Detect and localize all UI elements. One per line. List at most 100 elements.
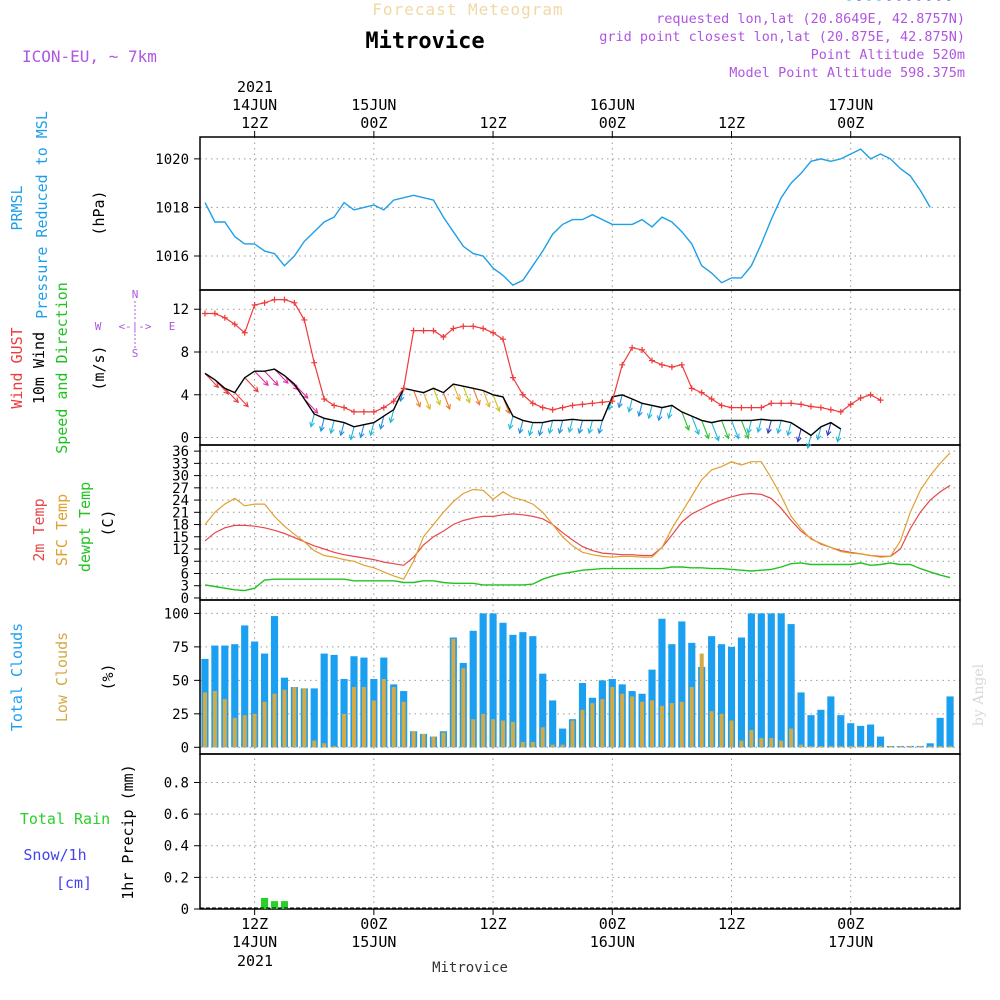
wind-arrow: [264, 370, 279, 386]
gust-marker: [539, 404, 546, 411]
gust-marker: [827, 406, 834, 413]
y-tick-label: 8: [181, 345, 189, 361]
total-cloud-bar: [737, 637, 746, 748]
low-cloud-bar: [808, 745, 813, 748]
wind-arrow: [827, 422, 832, 436]
top-hour-label: 12Z: [241, 114, 268, 132]
gust-marker: [410, 327, 417, 334]
wind-arrowhead: [527, 430, 534, 437]
y-tick-label: 6: [181, 566, 189, 582]
wind-arrowhead: [825, 430, 832, 437]
top-hour-label: 00Z: [599, 114, 626, 132]
wind-arrow: [442, 392, 451, 410]
footer-location: Mitrovice: [432, 960, 508, 976]
pressure-y-axis: 1016 1018 1020: [155, 152, 200, 265]
low-cloud-bar: [818, 745, 823, 748]
total-cloud-bar: [857, 725, 865, 748]
gust-marker: [420, 327, 427, 334]
total-cloud-bar: [260, 653, 269, 748]
low-cloud-bar: [272, 693, 277, 748]
wind-arrowhead: [455, 395, 461, 402]
total-cloud-bar: [499, 622, 507, 748]
gust-marker: [599, 399, 606, 406]
low-cloud-bar: [391, 687, 396, 748]
low-cloud-bar: [640, 701, 645, 748]
low-cloud-bar: [769, 737, 774, 748]
gust-marker: [847, 401, 854, 408]
gust-marker: [658, 361, 665, 368]
wind-arrow: [568, 419, 574, 433]
wind-arrow: [711, 422, 720, 441]
wind-arrowhead: [388, 417, 395, 424]
gust-marker: [440, 334, 447, 341]
gust-marker: [668, 363, 675, 370]
total-cloud-bar: [559, 728, 567, 748]
total-cloud-bar: [479, 613, 487, 748]
bottom-date-label: 14JUN: [232, 933, 277, 951]
wind-arrow: [423, 392, 431, 410]
temperature-panel-frame: [199, 444, 961, 601]
gust-marker: [758, 404, 765, 411]
low-cloud-bar: [669, 703, 674, 748]
top-hour-label: 12Z: [480, 114, 507, 132]
wind-arrow: [558, 420, 564, 434]
wind-arrow: [730, 420, 739, 439]
low-cloud-bar: [401, 701, 406, 748]
gust-label: Wind GUST: [8, 327, 26, 408]
total-cloud-bar: [658, 618, 666, 748]
wind-arrowhead: [547, 428, 554, 435]
temp-label: 2m Temp: [30, 498, 48, 561]
low-cloud-bar: [212, 691, 217, 748]
gust-marker: [788, 400, 795, 407]
total-cloud-bar: [777, 613, 785, 748]
y-tick-label: 4: [181, 388, 189, 404]
point-altitude: Point Altitude 520m: [811, 47, 965, 63]
gust-marker: [817, 404, 824, 411]
gust-marker: [291, 299, 298, 306]
gust-marker: [579, 401, 586, 408]
wind-arrowhead: [647, 413, 653, 420]
precip-panel-frame: [199, 753, 961, 910]
gust-marker: [301, 316, 308, 323]
wind-arrowhead: [368, 430, 375, 437]
wind-arrow: [588, 420, 593, 434]
top-date-label: 16JUN: [590, 96, 635, 114]
low-cloud-bar: [650, 700, 655, 748]
wind-arrow: [310, 413, 315, 427]
wind-arrowhead: [627, 406, 633, 413]
gust-marker: [251, 301, 258, 308]
total-cloud-bar: [270, 616, 279, 748]
requested-coords: requested lon,lat (20.8649E, 42.8757N): [656, 11, 965, 27]
total-cloud-bar: [320, 653, 328, 748]
wind-arrow: [330, 420, 335, 434]
wind-arrowhead: [475, 399, 481, 406]
wind-gust-line: [205, 299, 881, 413]
wind-arrowhead: [835, 436, 842, 443]
gust-marker: [480, 325, 487, 332]
low-cloud-bar: [799, 744, 804, 748]
gust-marker: [490, 329, 497, 336]
wind-arrow: [370, 422, 375, 436]
wind-arrowhead: [637, 411, 643, 418]
bottom-hour-label: 00Z: [837, 915, 864, 933]
wind-direction-arrows: [205, 0, 951, 450]
top-hour-label: 00Z: [837, 114, 864, 132]
low-cloud-bar: [451, 638, 456, 748]
low-cloud-bar: [580, 709, 585, 748]
low-cloud-bar: [729, 720, 734, 748]
y-tick-label: 30: [172, 469, 189, 485]
wind-arrowhead: [329, 428, 335, 435]
low-cloud-bar: [739, 740, 744, 748]
low-cloud-bar: [441, 732, 446, 748]
gust-marker: [201, 310, 208, 317]
low-cloud-bar: [560, 744, 565, 748]
total-cloud-bar: [867, 724, 875, 748]
wind-arrowhead: [485, 401, 491, 408]
y-tick-label: 0.2: [164, 870, 189, 886]
wind-arrow: [234, 392, 249, 408]
gust-marker: [519, 391, 526, 398]
y-tick-label: 0: [181, 902, 189, 918]
y-tick-label: 21: [172, 505, 189, 521]
gust-marker: [430, 327, 437, 334]
